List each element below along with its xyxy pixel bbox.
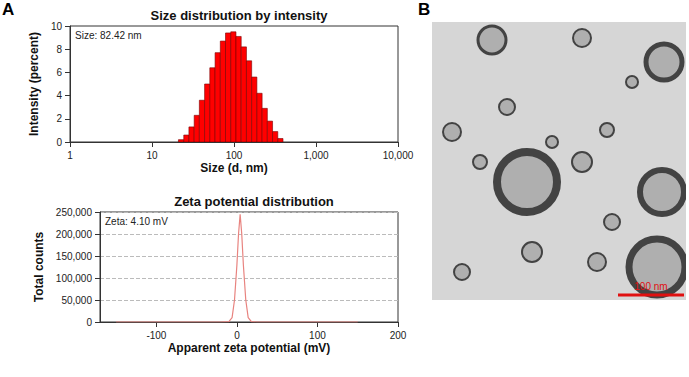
svg-text:Intensity (percent): Intensity (percent) — [27, 32, 41, 136]
svg-text:8: 8 — [56, 44, 62, 55]
svg-text:1: 1 — [67, 150, 73, 161]
svg-text:150,000: 150,000 — [56, 251, 93, 262]
svg-text:200,000: 200,000 — [56, 229, 93, 240]
svg-text:Total counts: Total counts — [32, 231, 46, 302]
svg-text:50,000: 50,000 — [61, 295, 92, 306]
svg-text:-100: -100 — [146, 330, 166, 341]
html-text:B: B — [418, 0, 431, 19]
svg-text:Size distribution by intensity: Size distribution by intensity — [151, 8, 329, 23]
svg-text:0: 0 — [86, 317, 92, 328]
svg-text:1,000: 1,000 — [303, 150, 328, 161]
svg-text:100: 100 — [226, 150, 243, 161]
svg-text:100,000: 100,000 — [56, 273, 93, 284]
svg-text:Size (d, nm): Size (d, nm) — [200, 161, 267, 175]
svg-text:6: 6 — [56, 67, 62, 78]
svg-text:Zeta: 4.10 mV: Zeta: 4.10 mV — [105, 216, 168, 227]
html-text:A: A — [2, 0, 15, 19]
svg-text:4: 4 — [56, 90, 62, 101]
svg-text:200: 200 — [390, 330, 407, 341]
svg-text:0: 0 — [56, 137, 62, 148]
svg-text:10: 10 — [146, 150, 158, 161]
svg-text:100 nm: 100 nm — [634, 281, 667, 292]
svg-text:Size: 82.42 nm: Size: 82.42 nm — [75, 30, 142, 41]
svg-text:100: 100 — [309, 330, 326, 341]
svg-text:2: 2 — [56, 113, 62, 124]
svg-text:0: 0 — [234, 330, 240, 341]
svg-text:10,000: 10,000 — [383, 150, 414, 161]
svg-text:250,000: 250,000 — [56, 207, 93, 218]
svg-text:Zeta potential distribution: Zeta potential distribution — [174, 194, 334, 209]
svg-text:Apparent zeta potential (mV): Apparent zeta potential (mV) — [168, 341, 331, 355]
svg-text:10: 10 — [51, 21, 63, 32]
